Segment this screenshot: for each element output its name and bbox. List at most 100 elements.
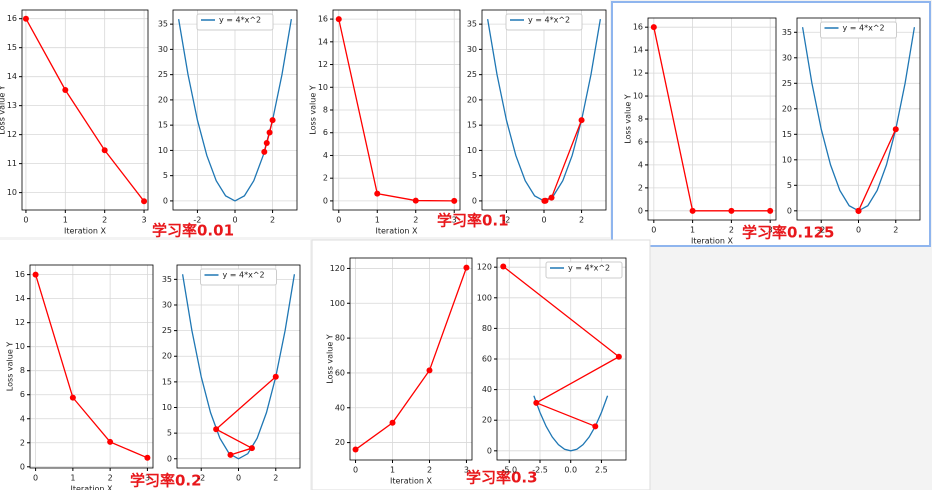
x-tick-label: 1 <box>690 226 695 235</box>
y-axis-label: Loss value Y <box>624 94 633 143</box>
y-tick-label: 5 <box>163 171 168 180</box>
y-tick-label: 10 <box>15 342 25 351</box>
x-tick-label: 2 <box>108 474 113 483</box>
panel <box>611 1 931 247</box>
point <box>248 445 255 452</box>
y-axis-label: Loss value Y <box>309 85 318 134</box>
x-tick-label: 2 <box>413 216 418 225</box>
y-tick-label: 0 <box>20 462 25 471</box>
legend-box <box>545 261 623 279</box>
series-line <box>25 18 145 202</box>
y-tick-label: 14 <box>15 294 25 303</box>
point <box>32 271 39 278</box>
point <box>352 446 359 453</box>
y-tick-label: 10 <box>318 83 328 92</box>
legend-box <box>820 21 897 39</box>
y-tick-label: 0 <box>487 446 492 455</box>
point <box>144 454 151 461</box>
y-tick-label: 0 <box>472 196 477 205</box>
y-tick-label: 100 <box>477 293 492 302</box>
x-tick-label: 0 <box>232 216 237 225</box>
series-line <box>263 119 274 153</box>
point <box>451 197 458 204</box>
point <box>335 16 342 23</box>
y-tick-label: 10 <box>158 146 168 155</box>
y-tick-label: 10 <box>782 155 792 164</box>
y-tick-label: 0 <box>163 196 168 205</box>
y-tick-label: 35 <box>158 20 168 29</box>
x-tick-label: 2 <box>102 216 107 225</box>
legend-box <box>196 13 274 31</box>
x-tick-label: 0 <box>541 216 546 225</box>
legend-label: y = 4*x^2 <box>219 16 261 25</box>
annotation: 学习率0.3 <box>466 469 538 487</box>
point <box>548 194 555 201</box>
axes-frame <box>21 9 149 211</box>
series-line <box>502 265 621 427</box>
point <box>101 147 108 154</box>
y-tick-label: 15 <box>467 121 477 130</box>
y-tick-label: 8 <box>20 366 25 375</box>
y-tick-label: 4 <box>638 160 643 169</box>
y-tick-label: 25 <box>158 70 168 79</box>
y-tick-label: 25 <box>782 79 792 88</box>
y-tick-label: 20 <box>782 104 792 113</box>
y-tick-label: 16 <box>318 15 328 24</box>
legend-label: y = 4*x^2 <box>528 16 570 25</box>
x-tick-label: 1 <box>390 466 395 475</box>
y-tick-label: 14 <box>633 46 643 55</box>
series-line <box>355 267 468 451</box>
y-tick-label: 30 <box>782 53 792 62</box>
x-axis-label: Iteration X <box>376 227 418 236</box>
y-tick-label: 0 <box>323 196 328 205</box>
point <box>500 263 507 270</box>
legend-box <box>505 13 583 31</box>
axes-frame <box>481 9 607 211</box>
y-tick-label: 40 <box>482 385 492 394</box>
point <box>592 423 599 430</box>
x-tick-label: 1 <box>63 216 68 225</box>
series-line <box>34 274 148 459</box>
y-tick-label: 8 <box>323 106 328 115</box>
x-tick-label: 0 <box>236 474 241 483</box>
axes-frame <box>647 17 777 221</box>
y-tick-label: 35 <box>467 20 477 29</box>
y-axis-label: Loss value Y <box>0 85 7 134</box>
point <box>728 207 735 214</box>
y-tick-label: 16 <box>633 23 643 32</box>
x-tick-label: 0.0 <box>564 466 577 475</box>
x-tick-label: 2 <box>427 466 432 475</box>
x-tick-label: -2 <box>193 216 201 225</box>
y-tick-label: 20 <box>482 416 492 425</box>
x-tick-label: 3 <box>145 474 150 483</box>
x-tick-label: 1 <box>375 216 380 225</box>
y-tick-label: 5 <box>787 181 792 190</box>
x-axis-label: Iteration X <box>691 237 733 246</box>
x-tick-label: 0 <box>856 226 861 235</box>
annotation: 学习率0.1 <box>437 212 509 230</box>
legend-label: y = 4*x^2 <box>223 271 265 280</box>
point <box>541 197 548 204</box>
point <box>269 117 276 124</box>
point <box>389 419 396 426</box>
y-tick-label: 20 <box>162 352 172 361</box>
point <box>374 190 381 197</box>
y-tick-label: 40 <box>335 403 345 412</box>
annotation: 学习率0.2 <box>130 472 202 490</box>
y-tick-label: 30 <box>162 300 172 309</box>
y-tick-label: 25 <box>467 70 477 79</box>
y-tick-label: 60 <box>335 368 345 377</box>
point <box>855 207 862 214</box>
y-tick-label: 16 <box>15 270 25 279</box>
legend-label: y = 4*x^2 <box>568 264 610 273</box>
x-tick-label: -2.5 <box>532 466 548 475</box>
point <box>689 207 696 214</box>
x-tick-label: 2 <box>579 216 584 225</box>
point <box>22 15 29 22</box>
y-tick-label: 15 <box>7 43 17 52</box>
x-tick-label: 3 <box>768 226 773 235</box>
point <box>266 129 273 136</box>
y-tick-label: 12 <box>7 130 17 139</box>
point <box>62 87 69 93</box>
y-tick-label: 35 <box>162 275 172 284</box>
